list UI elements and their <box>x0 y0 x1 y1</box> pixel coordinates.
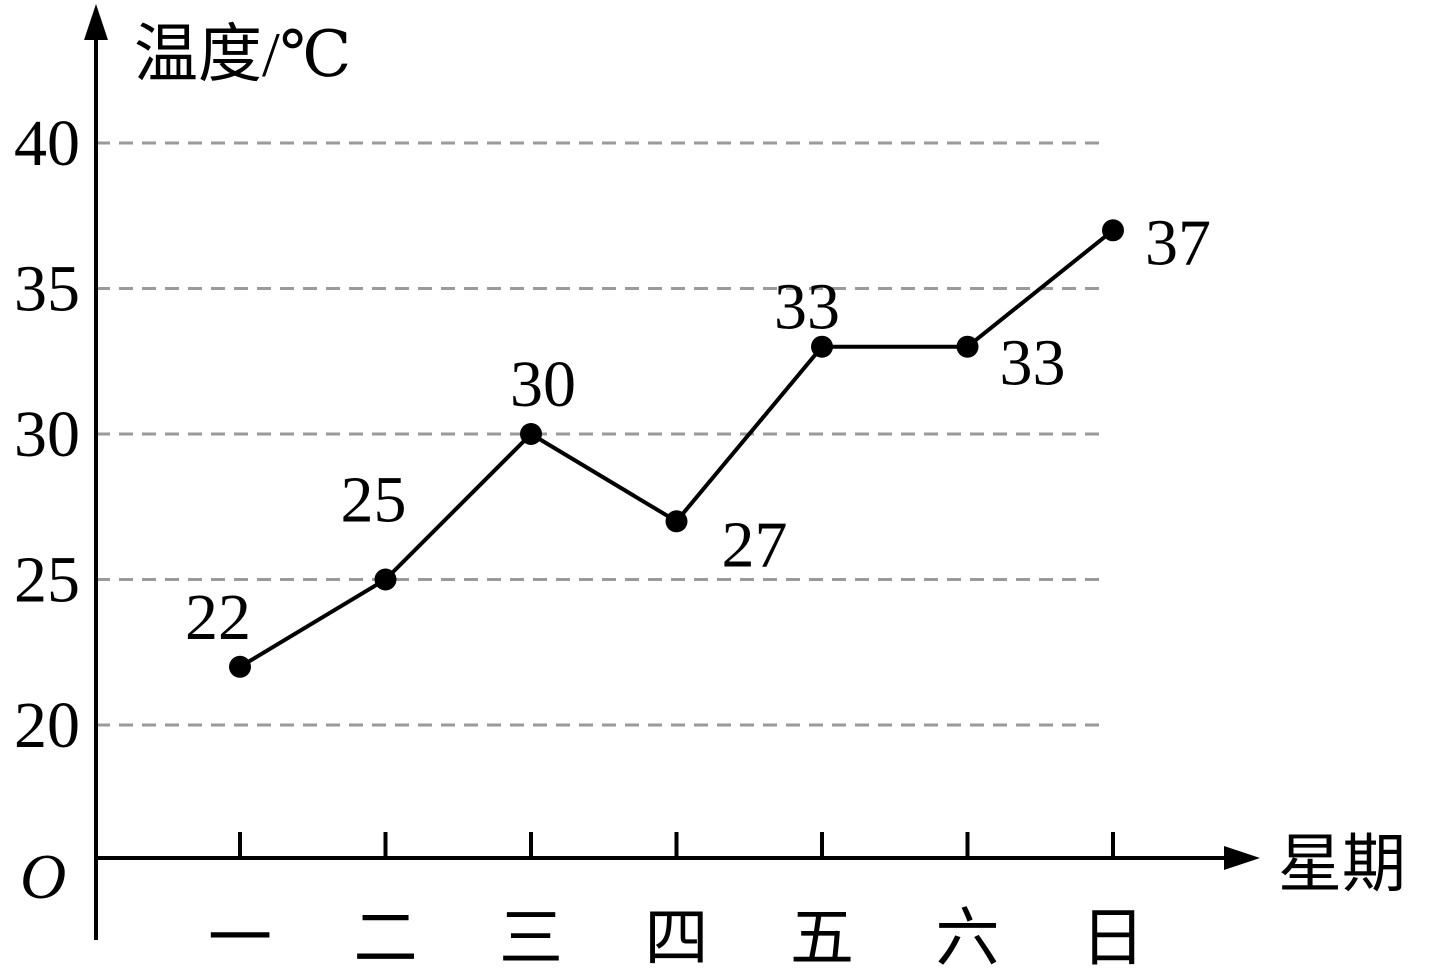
data-point-2 <box>374 568 397 591</box>
data-point-1 <box>229 655 251 678</box>
x-tick-label-2: 二 <box>354 903 418 974</box>
x-tick-label-6: 六 <box>936 903 1000 974</box>
data-label-4: 27 <box>722 508 788 581</box>
x-tick-label-7: 日 <box>1081 903 1145 974</box>
x-tick-label-1: 一 <box>208 903 272 974</box>
origin-label: O <box>20 841 66 912</box>
x-tick-label-3: 三 <box>499 903 563 974</box>
ticks-layer: 20 25 30 35 40 一 二 三 四 五 六 日 <box>14 107 1145 974</box>
axes-layer: 温度/℃ 星期 O <box>20 4 1406 940</box>
y-tick-label-25: 25 <box>14 544 80 617</box>
y-tick-label-40: 40 <box>14 107 80 180</box>
grid-layer <box>96 141 1108 727</box>
data-point-4 <box>665 510 688 533</box>
data-label-7: 37 <box>1145 206 1211 279</box>
series-line <box>238 228 1115 669</box>
x-axis-title: 星期 <box>1278 829 1406 900</box>
x-axis-arrow <box>1224 846 1260 870</box>
y-tick-label-20: 20 <box>14 689 80 762</box>
x-tick-label-5: 五 <box>790 903 854 974</box>
y-axis-arrow <box>84 4 108 40</box>
series-layer <box>229 219 1124 678</box>
data-label-6: 33 <box>1000 327 1066 400</box>
data-point-5 <box>811 335 833 358</box>
y-tick-label-30: 30 <box>14 398 80 471</box>
data-label-2: 25 <box>341 464 407 537</box>
data-point-3 <box>520 423 542 445</box>
data-label-3: 30 <box>510 348 576 421</box>
data-label-5: 33 <box>774 271 840 344</box>
y-tick-label-35: 35 <box>14 253 80 326</box>
data-label-1: 22 <box>185 581 251 654</box>
labels-layer: 22 25 30 27 33 33 37 <box>185 206 1211 654</box>
x-tick-label-4: 四 <box>645 903 709 974</box>
y-axis-title: 温度/℃ <box>134 19 351 90</box>
data-point-6 <box>956 335 979 358</box>
data-point-7 <box>1102 219 1124 242</box>
